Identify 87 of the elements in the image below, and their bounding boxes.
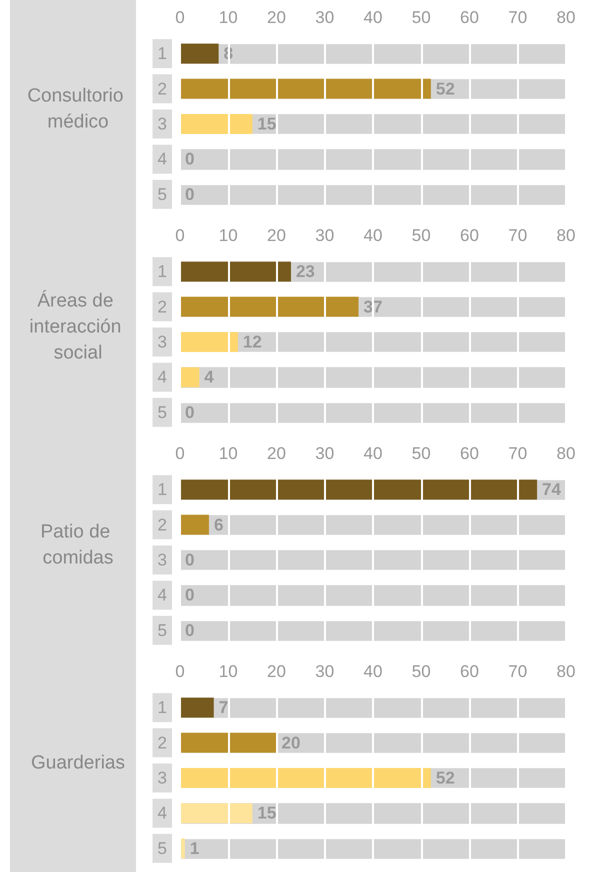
x-tick-label: 50	[412, 226, 431, 245]
x-tick-label: 80	[556, 662, 576, 681]
x-tick-label: 60	[460, 226, 479, 245]
data-label: 0	[185, 150, 194, 169]
x-tick-label: 40	[364, 444, 382, 463]
data-label: 23	[296, 262, 315, 282]
y-tick-label: 5	[158, 838, 167, 858]
data-label: 0	[185, 586, 194, 605]
data-label: 4	[204, 368, 214, 387]
x-tick-label: 70	[508, 444, 528, 463]
bar	[180, 367, 200, 388]
x-tick-label: 30	[315, 8, 334, 27]
data-label: 15	[257, 804, 276, 823]
x-tick-label: 10	[218, 8, 238, 27]
x-tick-label: 80	[556, 8, 576, 27]
y-tick-label: 4	[158, 804, 167, 823]
data-label: 74	[542, 480, 562, 500]
x-tick-label: 40	[364, 662, 382, 681]
y-tick-label: 1	[158, 698, 167, 718]
bar	[180, 732, 276, 753]
x-tick-label: 60	[460, 444, 479, 463]
text: Áreas de interacción social	[29, 290, 127, 364]
x-tick-label: 70	[508, 662, 528, 681]
bar	[180, 803, 252, 824]
bar	[180, 44, 219, 64]
data-label: 0	[185, 402, 194, 422]
data-label: 20	[282, 733, 300, 752]
data-label: 37	[364, 297, 382, 316]
data-label: 6	[214, 515, 224, 534]
data-label: 15	[257, 114, 276, 134]
text: Guarderias	[31, 752, 125, 774]
x-tick-label: 20	[267, 226, 286, 245]
y-tick-label: 4	[158, 586, 167, 605]
x-tick-label: 30	[315, 226, 334, 245]
y-tick-label: 2	[158, 515, 167, 534]
y-tick-label: 2	[158, 733, 167, 752]
x-tick-label: 80	[556, 444, 576, 463]
text: Consultorio médico	[27, 86, 129, 132]
data-label: 0	[185, 184, 194, 204]
x-tick-label: 10	[218, 662, 238, 681]
y-tick-label: 1	[158, 262, 167, 282]
y-tick-label: 5	[158, 620, 167, 640]
x-tick-label: 40	[364, 8, 382, 27]
x-tick-label: 50	[412, 662, 431, 681]
x-tick-label: 0	[175, 662, 185, 681]
text: Patio de comidas	[40, 522, 116, 568]
x-tick-label: 50	[412, 444, 431, 463]
y-tick-label: 2	[158, 297, 167, 316]
data-label: 52	[436, 768, 455, 788]
y-tick-label: 3	[158, 114, 167, 134]
bar	[180, 332, 238, 352]
x-tick-label: 70	[508, 226, 528, 245]
data-label: 7	[218, 698, 228, 718]
y-tick-label: 4	[158, 150, 167, 169]
data-label: 1	[190, 838, 200, 858]
x-tick-label: 60	[460, 662, 479, 681]
data-label: 0	[185, 550, 194, 570]
x-tick-label: 80	[556, 226, 576, 245]
x-tick-label: 20	[267, 8, 286, 27]
bar	[180, 262, 291, 282]
data-label: 12	[242, 332, 262, 352]
x-tick-label: 70	[508, 8, 528, 27]
x-tick-label: 40	[364, 226, 382, 245]
x-tick-label: 30	[315, 444, 334, 463]
x-tick-label: 0	[175, 444, 185, 463]
y-tick-label: 3	[158, 332, 167, 352]
bar	[180, 698, 214, 718]
y-tick-label: 3	[158, 768, 167, 788]
y-tick-label: 5	[158, 402, 167, 422]
bar	[180, 114, 252, 134]
data-label: 0	[185, 620, 194, 640]
x-tick-label: 0	[175, 8, 185, 27]
x-tick-label: 0	[175, 226, 185, 245]
x-tick-label: 10	[218, 226, 238, 245]
x-tick-label: 10	[218, 444, 238, 463]
y-tick-label: 5	[158, 184, 167, 204]
y-tick-label: 1	[158, 44, 167, 64]
data-label: 52	[436, 79, 455, 98]
y-tick-label: 1	[158, 480, 167, 500]
x-tick-label: 20	[267, 444, 286, 463]
x-tick-label: 50	[412, 8, 431, 27]
x-tick-label: 30	[315, 662, 334, 681]
x-tick-label: 60	[460, 8, 479, 27]
x-tick-label: 20	[267, 662, 286, 681]
y-tick-label: 4	[158, 368, 167, 387]
y-tick-label: 3	[158, 550, 167, 570]
y-tick-label: 2	[158, 79, 167, 98]
